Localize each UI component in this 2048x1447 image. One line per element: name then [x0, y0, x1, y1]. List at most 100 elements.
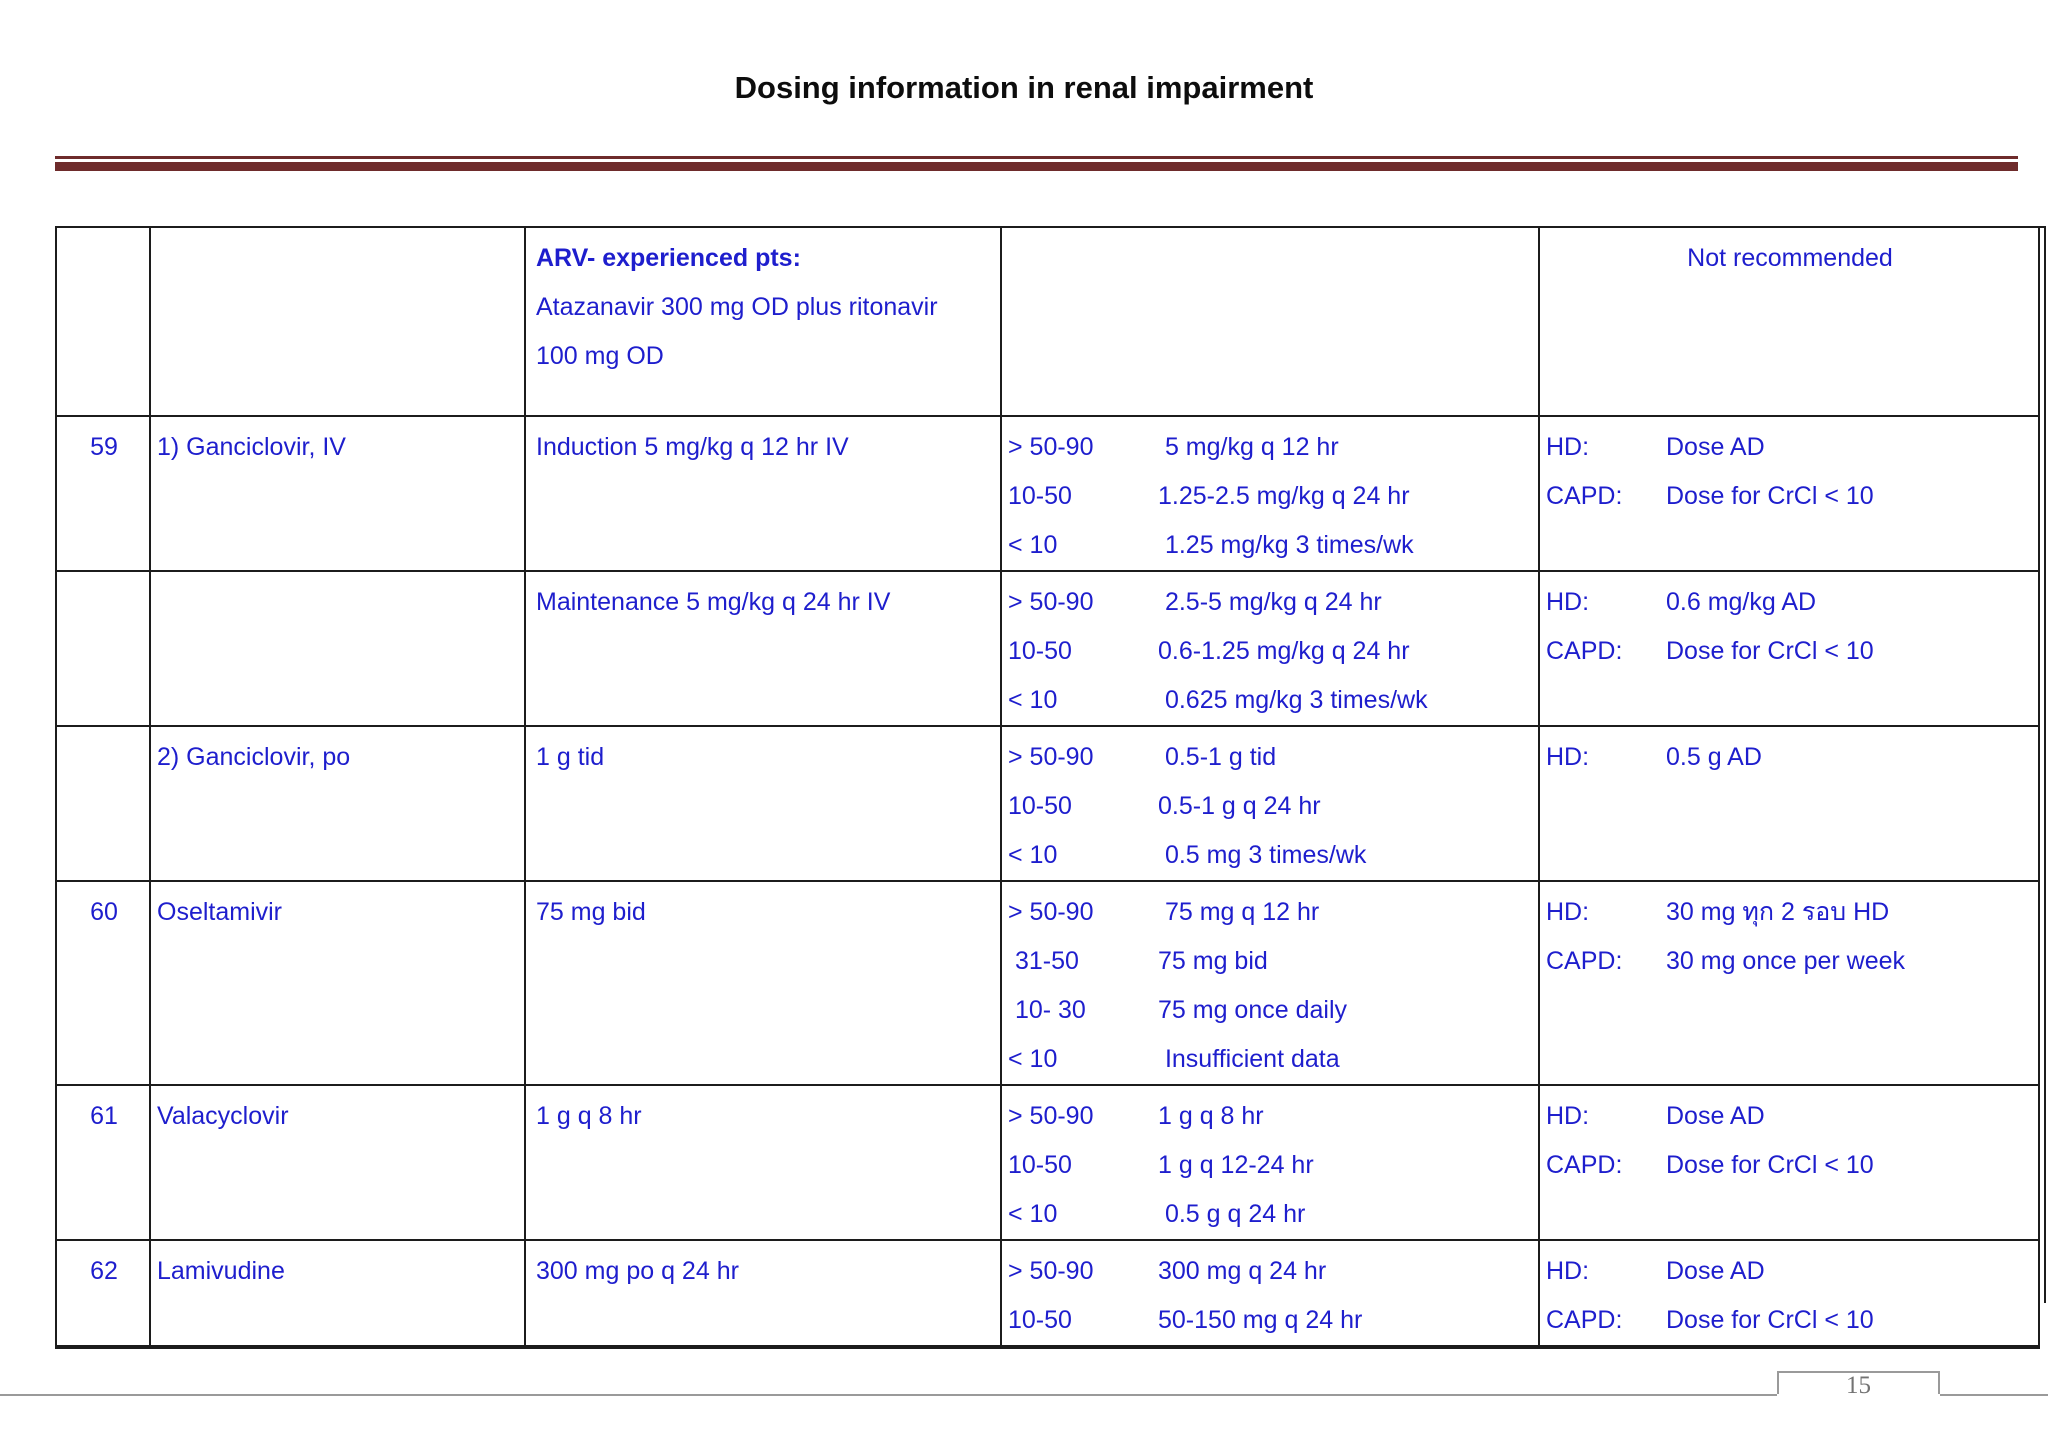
dialysis-cell: HD: 0.6 mg/kg AD CAPD: Dose for CrCl < 10 — [1538, 570, 2040, 727]
drug-name-cell — [149, 226, 526, 417]
usual-dose-cell: 1 g q 8 hr — [524, 1084, 1002, 1241]
crcl-dose-line: 10-50 0.5-1 g q 24 hr — [1008, 782, 1534, 831]
drug-name-cell: Valacyclovir — [149, 1084, 526, 1241]
crcl-range: 10-50 — [1008, 1151, 1072, 1179]
usual-dose-cell: Induction 5 mg/kg q 12 hr IV — [524, 415, 1002, 572]
crcl-dose-line: > 50-90 5 mg/kg q 12 hr — [1008, 423, 1534, 472]
table-row: 62 Lamivudine 300 mg po q 24 hr > 50-90 300 … — [55, 1239, 2040, 1349]
crcl-dose: 75 mg once daily — [1158, 996, 1348, 1024]
dialysis-label: CAPD: — [1546, 1306, 1623, 1334]
crcl-dosing-cell: > 50-90 75 mg q 12 hr 31-50 75 mg bid 10-… — [1000, 880, 1540, 1086]
crcl-dose: 75 mg q 12 hr — [1158, 898, 1320, 926]
crcl-dose: 0.5-1 g q 24 hr — [1158, 792, 1321, 820]
crcl-dose: 2.5-5 mg/kg q 24 hr — [1158, 588, 1382, 616]
crcl-range: 10-50 — [1008, 637, 1072, 665]
dialysis-line: CAPD: 30 mg once per week — [1546, 937, 2034, 986]
dialysis-value: Dose AD — [1666, 1257, 1765, 1285]
crcl-dose-line: 10- 30 75 mg once daily — [1008, 986, 1534, 1035]
usual-dose-cell: Maintenance 5 mg/kg q 24 hr IV — [524, 570, 1002, 727]
row-number-cell: 59 — [55, 415, 151, 572]
dialysis-label: HD: — [1546, 433, 1590, 461]
dialysis-line: HD: Dose AD — [1546, 1247, 2034, 1296]
crcl-dose-line: < 10 0.5 g q 24 hr — [1008, 1190, 1534, 1238]
page-title: Dosing information in renal impairment — [734, 70, 1314, 105]
crcl-dose: 0.5-1 g tid — [1158, 743, 1277, 771]
dialysis-label: CAPD: — [1546, 947, 1623, 975]
dialysis-label: HD: — [1546, 1102, 1590, 1130]
crcl-dose-line: > 50-90 0.5-1 g tid — [1008, 733, 1534, 782]
crcl-dose-line: > 50-90 300 mg q 24 hr — [1008, 1247, 1534, 1296]
crcl-range: < 10 — [1008, 841, 1058, 869]
dialysis-label: HD: — [1546, 1257, 1590, 1285]
footer-line-left — [0, 1394, 1777, 1396]
page-number-tab: 15 — [1777, 1371, 1940, 1398]
usual-dose-line: 100 mg OD — [536, 342, 664, 370]
crcl-dose: 0.625 mg/kg 3 times/wk — [1158, 686, 1428, 714]
crcl-dose: 0.5 g q 24 hr — [1158, 1200, 1306, 1228]
dialysis-value: Dose for CrCl < 10 — [1666, 1306, 1874, 1334]
drug-name-cell: 1) Ganciclovir, IV — [149, 415, 526, 572]
table-row: 59 1) Ganciclovir, IV Induction 5 mg/kg q … — [55, 415, 2040, 572]
drug-name-cell — [149, 570, 526, 727]
dosing-table: ARV- experienced pts: Atazanavir 300 mg O… — [55, 226, 2040, 1349]
usual-dose-line: 300 mg po q 24 hr — [536, 1257, 739, 1285]
footer-line-right — [1940, 1394, 2048, 1396]
dialysis-value: Dose for CrCl < 10 — [1666, 482, 1874, 510]
crcl-dose: 1 g q 8 hr — [1158, 1102, 1264, 1130]
drug-name-cell: 2) Ganciclovir, po — [149, 725, 526, 882]
dialysis-value: 0.6 mg/kg AD — [1666, 588, 1817, 616]
row-number-cell — [55, 725, 151, 882]
usual-dose-line: 75 mg bid — [536, 898, 646, 926]
usual-dose-line: Maintenance 5 mg/kg q 24 hr IV — [536, 588, 891, 616]
crcl-range: > 50-90 — [1008, 1102, 1094, 1130]
dialysis-line: CAPD: Dose for CrCl < 10 — [1546, 627, 2034, 676]
usual-dose-line: ARV- experienced pts: — [536, 244, 801, 272]
crcl-range: 10-50 — [1008, 792, 1072, 820]
usual-dose-cell: ARV- experienced pts: Atazanavir 300 mg O… — [524, 226, 1002, 417]
table-right-strip — [1974, 226, 2046, 1303]
crcl-dosing-cell: > 50-90 1 g q 8 hr 10-50 1 g q 12-24 hr < 10… — [1000, 1084, 1540, 1241]
dialysis-value: Dose AD — [1666, 1102, 1765, 1130]
drug-name-cell: Oseltamivir — [149, 880, 526, 1086]
usual-dose-cell: 1 g tid — [524, 725, 1002, 882]
table-row: Maintenance 5 mg/kg q 24 hr IV > 50-90 2.… — [55, 570, 2040, 727]
crcl-dose-line: 31-50 75 mg bid — [1008, 937, 1534, 986]
crcl-dosing-cell: > 50-90 300 mg q 24 hr 10-50 50-150 mg q 24… — [1000, 1239, 1540, 1349]
drug-name-cell: Lamivudine — [149, 1239, 526, 1349]
crcl-dose-line: > 50-90 75 mg q 12 hr — [1008, 888, 1534, 937]
crcl-dose-line: < 10 0.5 mg 3 times/wk — [1008, 831, 1534, 879]
crcl-dose: 300 mg q 24 hr — [1158, 1257, 1327, 1285]
dialysis-cell: HD: 0.5 g AD — [1538, 725, 2040, 882]
dialysis-line: HD: 0.5 g AD — [1546, 733, 2034, 782]
dialysis-cell: HD: Dose AD CAPD: Dose for CrCl < 10 — [1538, 415, 2040, 572]
page-number: 15 — [1846, 1372, 1871, 1399]
dialysis-label: HD: — [1546, 898, 1590, 926]
dialysis-cell: Not recommended — [1538, 226, 2040, 417]
crcl-dose: 5 mg/kg q 12 hr — [1158, 433, 1339, 461]
crcl-dose-line: > 50-90 1 g q 8 hr — [1008, 1092, 1534, 1141]
dialysis-label: HD: — [1546, 588, 1590, 616]
crcl-dose-line: 10-50 1.25-2.5 mg/kg q 24 hr — [1008, 472, 1534, 521]
crcl-range: < 10 — [1008, 686, 1058, 714]
row-number-cell: 62 — [55, 1239, 151, 1349]
row-number-cell — [55, 226, 151, 417]
crcl-range: < 10 — [1008, 1045, 1058, 1073]
crcl-range: 10-50 — [1008, 1306, 1072, 1334]
crcl-range: < 10 — [1008, 531, 1058, 559]
crcl-dosing-cell: > 50-90 2.5-5 mg/kg q 24 hr 10-50 0.6-1.25… — [1000, 570, 1540, 727]
crcl-dose-line: < 10 1.25 mg/kg 3 times/wk — [1008, 521, 1534, 569]
dialysis-value: 30 mg once per week — [1666, 947, 1906, 975]
dialysis-label: CAPD: — [1546, 637, 1623, 665]
dialysis-line: CAPD: Dose for CrCl < 10 — [1546, 1296, 2034, 1343]
crcl-dose: Insufficient data — [1158, 1045, 1340, 1073]
crcl-dose-line: < 10 Insufficient data — [1008, 1035, 1534, 1083]
row-number-cell: 61 — [55, 1084, 151, 1241]
crcl-range: 10- 30 — [1008, 996, 1086, 1024]
dialysis-line: HD: 30 mg ทุก 2 รอบ HD — [1546, 888, 2034, 937]
table-row: 60 Oseltamivir 75 mg bid > 50-90 75 mg q 12… — [55, 880, 2040, 1086]
dialysis-value: Dose for CrCl < 10 — [1666, 637, 1874, 665]
dialysis-label: CAPD: — [1546, 1151, 1623, 1179]
dialysis-line: HD: Dose AD — [1546, 423, 2034, 472]
dialysis-cell: HD: 30 mg ทุก 2 รอบ HD CAPD: 30 mg once per… — [1538, 880, 2040, 1086]
